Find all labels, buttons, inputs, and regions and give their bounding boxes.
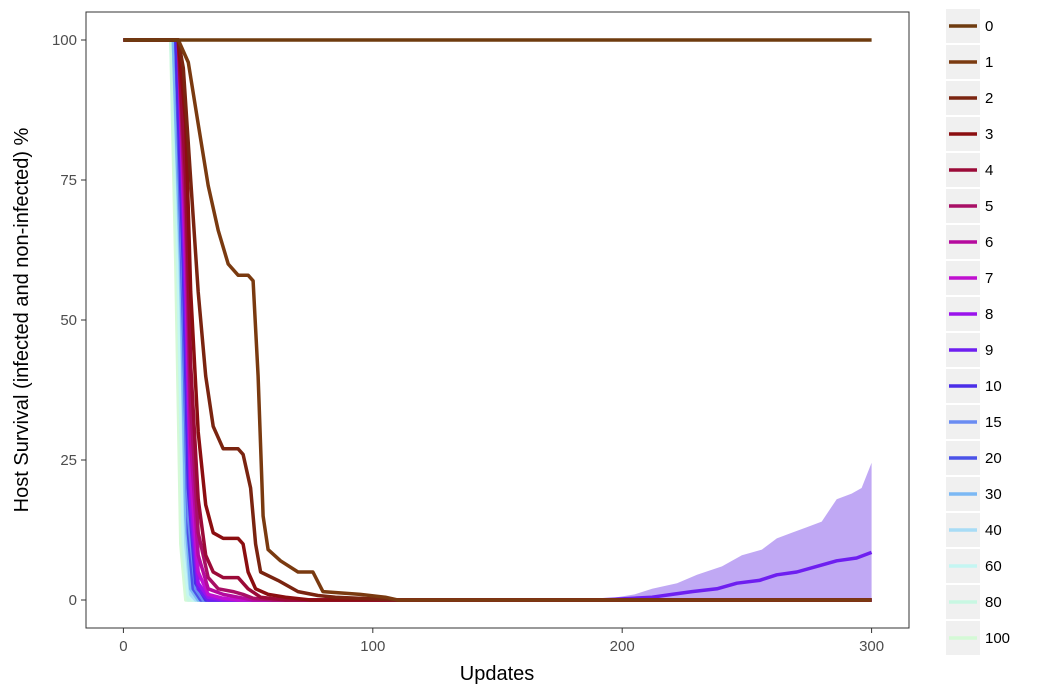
legend-label-6: 6 xyxy=(985,234,993,251)
legend-label-60: 60 xyxy=(985,558,1002,575)
legend-label-0: 0 xyxy=(985,18,993,35)
y-axis: 0 25 50 75 100 xyxy=(52,32,86,609)
legend-label-3: 3 xyxy=(985,126,993,143)
legend-label-40: 40 xyxy=(985,522,1002,539)
y-tick-label: 25 xyxy=(60,452,77,469)
y-tick-label: 50 xyxy=(60,312,77,329)
legend-label-1: 1 xyxy=(985,54,993,71)
legend-label-9: 9 xyxy=(985,342,993,359)
x-axis-title: Updates xyxy=(460,663,535,685)
x-tick-label: 300 xyxy=(859,638,884,655)
legend-label-7: 7 xyxy=(985,270,993,287)
legend-label-4: 4 xyxy=(985,162,993,179)
y-tick-label: 0 xyxy=(69,592,77,609)
x-tick-label: 200 xyxy=(610,638,635,655)
series-3-line xyxy=(123,38,872,602)
legend-label-2: 2 xyxy=(985,90,993,107)
legend-label-10: 10 xyxy=(985,378,1002,395)
panel-border xyxy=(85,11,910,629)
legend-label-15: 15 xyxy=(985,414,1002,431)
legend-label-30: 30 xyxy=(985,486,1002,503)
x-tick-label: 100 xyxy=(360,638,385,655)
y-tick-label: 75 xyxy=(60,172,77,189)
series-1-line xyxy=(123,38,872,602)
y-tick-label: 100 xyxy=(52,32,77,49)
legend-label-80: 80 xyxy=(985,594,1002,611)
series-9-ribbon xyxy=(584,462,872,600)
x-axis: 0 100 200 300 xyxy=(119,628,884,655)
legend-label-8: 8 xyxy=(985,306,993,323)
legend-label-20: 20 xyxy=(985,450,1002,467)
legend-label-5: 5 xyxy=(985,198,993,215)
series-2-line xyxy=(123,38,872,602)
series-layer xyxy=(123,38,873,602)
y-axis-title: Host Survival (infected and non-infected… xyxy=(11,127,33,512)
ribbon-layer xyxy=(584,462,872,600)
x-tick-label: 0 xyxy=(119,638,127,655)
legend-label-100: 100 xyxy=(985,630,1010,647)
legend: 0 1 2 3 4 5 6 7 8 9 10 15 20 30 40 60 80 100 xyxy=(946,9,1010,655)
